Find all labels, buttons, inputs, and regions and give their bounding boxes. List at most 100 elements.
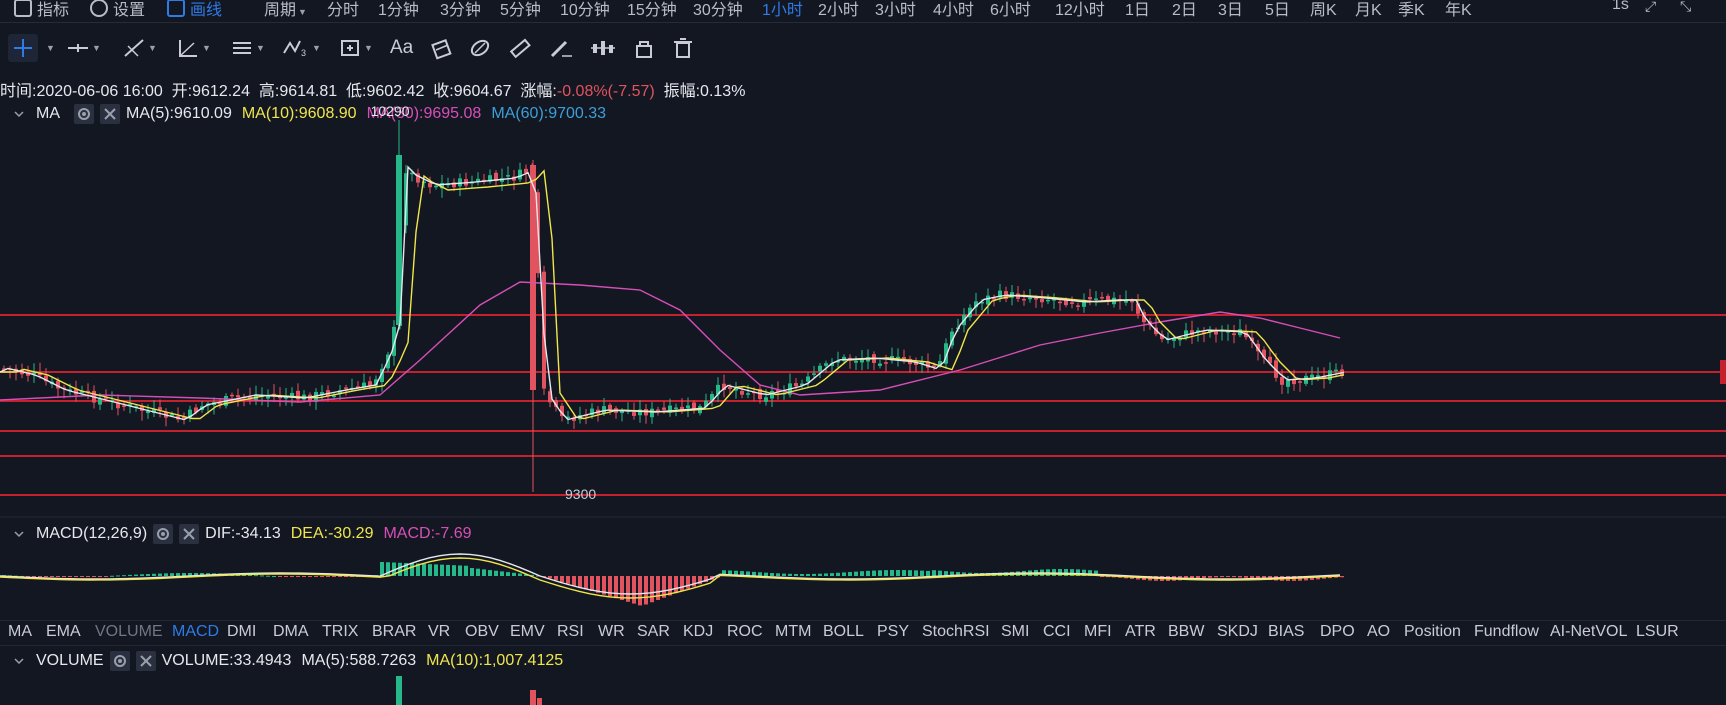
period-11[interactable]: 6小时 bbox=[990, 2, 1031, 19]
indicator-tab-boll[interactable]: BOLL bbox=[823, 623, 864, 640]
pencil-tool[interactable] bbox=[548, 34, 574, 62]
lock-tool[interactable] bbox=[634, 34, 654, 62]
brush-tool[interactable] bbox=[468, 34, 492, 62]
indicator-tab-kdj[interactable]: KDJ bbox=[683, 623, 714, 640]
indicator-tab-fundflow[interactable]: Fundflow bbox=[1474, 623, 1539, 640]
period-2[interactable]: 3分钟 bbox=[440, 2, 481, 19]
indicators-menu[interactable]: 指标 bbox=[14, 0, 69, 20]
volume-bar bbox=[530, 690, 536, 705]
candle-body bbox=[170, 414, 174, 416]
volume-close-button[interactable] bbox=[135, 651, 156, 671]
fib-tool[interactable] bbox=[430, 34, 454, 62]
indicator-tab-roc[interactable]: ROC bbox=[727, 623, 763, 640]
period-14[interactable]: 2日 bbox=[1172, 2, 1197, 19]
period-4[interactable]: 10分钟 bbox=[560, 2, 610, 19]
chevron-down-icon[interactable] bbox=[14, 529, 24, 539]
macd-bar bbox=[584, 576, 588, 590]
gear-icon bbox=[113, 655, 126, 667]
measure-tool[interactable] bbox=[590, 34, 616, 62]
chevron-down-icon[interactable] bbox=[14, 109, 24, 119]
indicator-tab-rsi[interactable]: RSI bbox=[557, 623, 584, 640]
indicator-tab-trix[interactable]: TRIX bbox=[322, 623, 359, 640]
indicator-tab-stochrsi[interactable]: StochRSI bbox=[922, 623, 990, 640]
indicator-icon bbox=[14, 0, 32, 17]
indicator-tab-sar[interactable]: SAR bbox=[637, 623, 670, 640]
period-17[interactable]: 周K bbox=[1310, 2, 1337, 19]
settings-menu[interactable]: 设置 bbox=[90, 0, 145, 20]
crosshair-tool[interactable] bbox=[8, 34, 38, 62]
macd-settings-button[interactable] bbox=[153, 524, 174, 544]
period-8[interactable]: 2小时 bbox=[818, 2, 859, 19]
indicator-tab-dma[interactable]: DMA bbox=[273, 623, 309, 640]
indicator-tab-obv[interactable]: OBV bbox=[465, 623, 499, 640]
period-15[interactable]: 3日 bbox=[1218, 2, 1243, 19]
indicator-tab-position[interactable]: Position bbox=[1404, 623, 1461, 640]
fullscreen-icon[interactable]: ⤡ bbox=[1680, 0, 1692, 14]
period-10[interactable]: 4小时 bbox=[933, 2, 974, 19]
period-18[interactable]: 月K bbox=[1355, 2, 1382, 19]
horizontal-line-tool[interactable]: ▼ bbox=[66, 34, 101, 62]
indicator-tab-emv[interactable]: EMV bbox=[510, 623, 545, 640]
candle-body bbox=[794, 383, 798, 387]
ma-close-button[interactable] bbox=[100, 104, 120, 124]
period-9[interactable]: 3小时 bbox=[875, 2, 916, 19]
trash-tool[interactable] bbox=[672, 34, 694, 62]
period-13[interactable]: 1日 bbox=[1125, 2, 1150, 19]
macd-bar bbox=[722, 570, 726, 576]
indicator-tab-cci[interactable]: CCI bbox=[1043, 623, 1071, 640]
macd-bar bbox=[1340, 576, 1344, 578]
expand-icon[interactable]: ⤢ bbox=[1645, 0, 1657, 14]
volume-settings-button[interactable] bbox=[109, 651, 130, 671]
period-3[interactable]: 5分钟 bbox=[500, 2, 541, 19]
period-5[interactable]: 15分钟 bbox=[627, 2, 677, 19]
indicator-tab-mtm[interactable]: MTM bbox=[775, 623, 812, 640]
rectangle-tool[interactable]: ▼ bbox=[338, 34, 373, 62]
indicator-tab-bias[interactable]: BIAS bbox=[1268, 623, 1305, 640]
macd-bar bbox=[692, 576, 696, 587]
indicator-tab-vr[interactable]: VR bbox=[428, 623, 451, 640]
text-tool[interactable]: Aa bbox=[390, 34, 413, 62]
indicator-tab-ema[interactable]: EMA bbox=[46, 623, 81, 640]
macd-bar bbox=[152, 573, 156, 576]
indicator-tab-atr[interactable]: ATR bbox=[1125, 623, 1156, 640]
indicator-tab-psy[interactable]: PSY bbox=[877, 623, 910, 640]
indicator-tab-dpo[interactable]: DPO bbox=[1320, 623, 1355, 640]
indicator-tab-ma[interactable]: MA bbox=[8, 623, 32, 640]
indicator-tab-brar[interactable]: BRAR bbox=[372, 623, 417, 640]
period-19[interactable]: 季K bbox=[1398, 2, 1425, 19]
macd-close-button[interactable] bbox=[179, 524, 200, 544]
indicator-tab-ao[interactable]: AO bbox=[1367, 623, 1391, 640]
period-1[interactable]: 1分钟 bbox=[378, 2, 419, 19]
drawing-menu[interactable]: 画线 bbox=[167, 0, 222, 20]
period-dropdown[interactable]: 周期 ▼ bbox=[264, 2, 307, 19]
macd-bar bbox=[446, 564, 450, 576]
chevron-down-icon[interactable] bbox=[14, 656, 24, 666]
indicator-tab-skdj[interactable]: SKDJ bbox=[1217, 623, 1258, 640]
ruler-tool[interactable] bbox=[508, 34, 532, 62]
period-7[interactable]: 1小时 bbox=[762, 2, 803, 19]
ma-settings-button[interactable] bbox=[74, 104, 94, 124]
period-16[interactable]: 5日 bbox=[1265, 2, 1290, 19]
period-0[interactable]: 分时 bbox=[327, 2, 360, 19]
volume-ma5-value: MA(5):588.7263 bbox=[301, 652, 417, 669]
period-6[interactable]: 30分钟 bbox=[693, 2, 743, 19]
indicator-tab-ai-netvol[interactable]: AI-NetVOL bbox=[1550, 623, 1628, 640]
trend-line-tool[interactable]: ▼ bbox=[122, 34, 157, 62]
crosshair-dropdown[interactable]: ▼ bbox=[44, 34, 55, 62]
period-20[interactable]: 年K bbox=[1445, 2, 1472, 19]
angle-tool[interactable]: ▼ bbox=[176, 34, 211, 62]
indicator-tab-lsur[interactable]: LSUR bbox=[1636, 623, 1679, 640]
wave-tool[interactable]: 3 ▼ bbox=[282, 34, 321, 62]
indicator-tab-smi[interactable]: SMI bbox=[1001, 623, 1030, 640]
indicator-tab-wr[interactable]: WR bbox=[598, 623, 625, 640]
indicator-tab-dmi[interactable]: DMI bbox=[227, 623, 257, 640]
indicator-tab-macd[interactable]: MACD bbox=[172, 623, 220, 640]
period-12[interactable]: 12小时 bbox=[1055, 2, 1105, 19]
parallel-channel-tool[interactable]: ▼ bbox=[230, 34, 265, 62]
indicator-tab-bbw[interactable]: BBW bbox=[1168, 623, 1205, 640]
indicator-tab-volume[interactable]: VOLUME bbox=[95, 623, 163, 640]
interval-label[interactable]: 1s bbox=[1612, 0, 1629, 13]
indicator-tab-mfi[interactable]: MFI bbox=[1084, 623, 1112, 640]
dif-value: DIF:-34.13 bbox=[205, 525, 281, 542]
